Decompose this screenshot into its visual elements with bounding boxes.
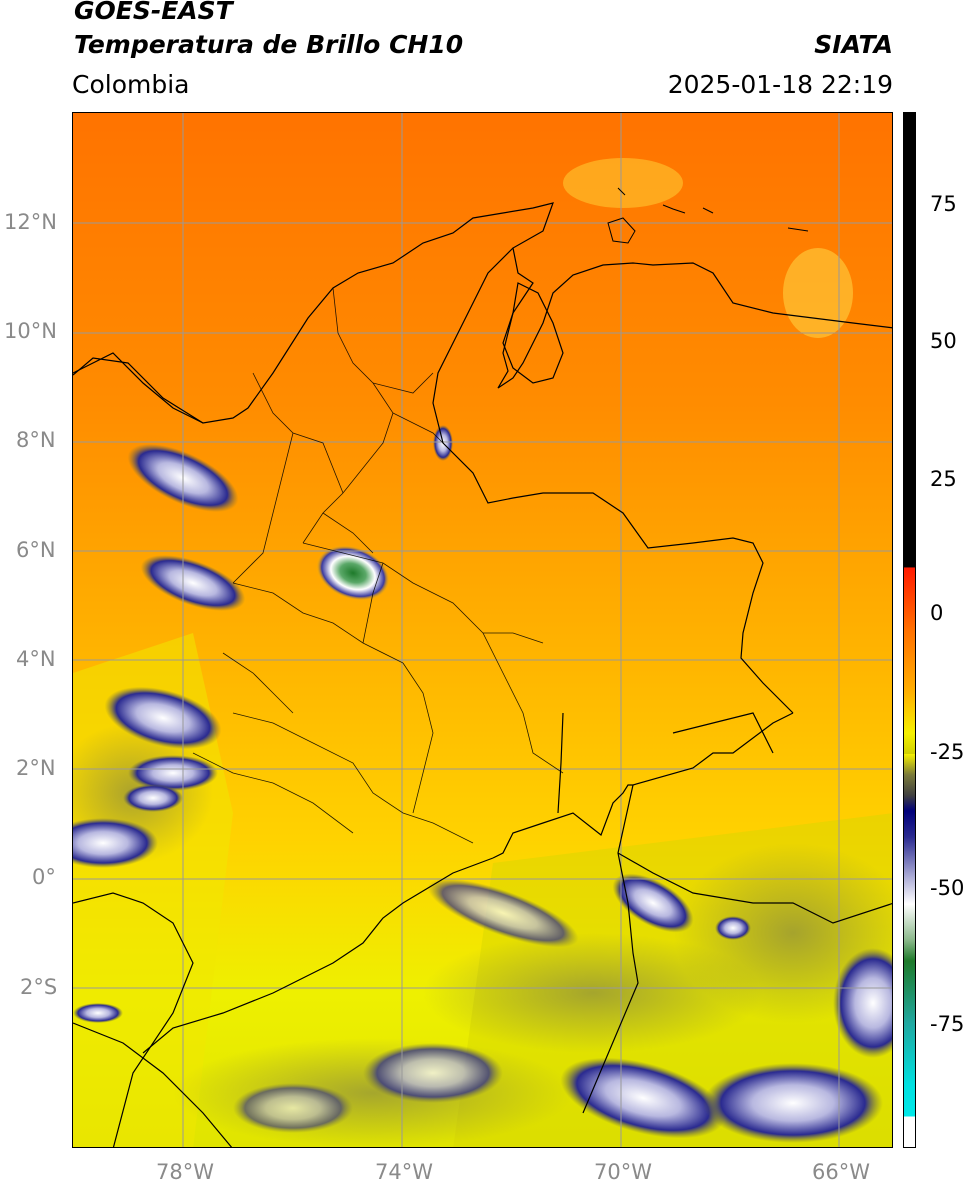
- lat-label: 6°N: [16, 538, 56, 562]
- colorbar-tick: 50: [930, 329, 957, 353]
- product-title: Temperatura de Brillo CH10: [74, 30, 464, 59]
- cold-cloud-tops: [73, 425, 892, 1143]
- colorbar-tick: 0: [930, 601, 944, 625]
- datetime-label: 2025-01-18 22:19: [667, 70, 893, 99]
- graticule: [73, 113, 892, 1147]
- colorbar-tick: 25: [930, 467, 957, 491]
- lat-label: 2°S: [20, 975, 58, 999]
- lat-label: 10°N: [4, 319, 57, 343]
- lon-label: 66°W: [812, 1160, 870, 1184]
- lon-label: 78°W: [156, 1160, 214, 1184]
- lat-label: 8°N: [16, 428, 56, 452]
- lat-label: 12°N: [4, 210, 57, 234]
- satellite-title: GOES-EAST: [74, 0, 233, 25]
- lon-label: 70°W: [594, 1160, 652, 1184]
- lat-label: 2°N: [16, 756, 56, 780]
- colorbar-gradient: [904, 113, 915, 1147]
- colorbar-tick: 75: [930, 192, 957, 216]
- country-borders: [73, 202, 892, 1147]
- lon-label: 74°W: [375, 1160, 433, 1184]
- colorbar-tick: -50: [930, 876, 965, 900]
- region-label: Colombia: [72, 70, 190, 99]
- colorbar: [903, 112, 916, 1148]
- colorbar-tick: -75: [930, 1012, 965, 1036]
- satellite-map[interactable]: [72, 112, 893, 1148]
- islands: [607, 187, 809, 244]
- lat-label: 0°: [32, 865, 56, 889]
- department-borders: [192, 287, 564, 844]
- agency-label: SIATA: [814, 30, 893, 59]
- lat-label: 4°N: [16, 647, 56, 671]
- colorbar-tick: -25: [930, 740, 965, 764]
- map-image: [73, 113, 892, 1147]
